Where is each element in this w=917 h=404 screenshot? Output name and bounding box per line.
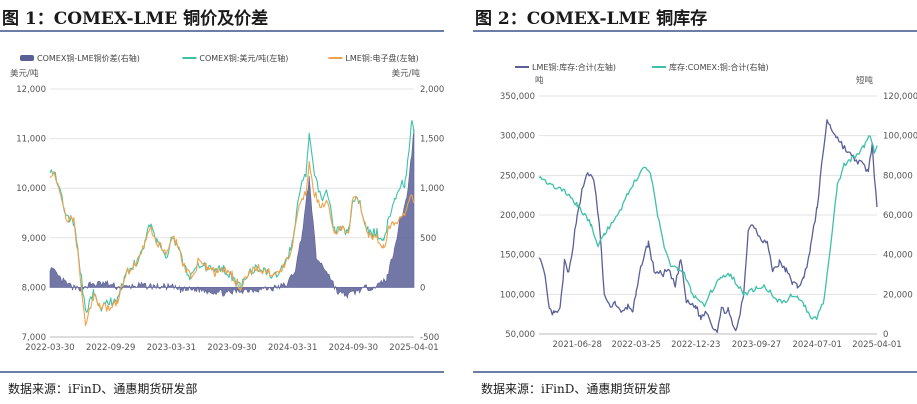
y-unit-left: 美元/吨 [10,68,39,79]
y-tick-left: 11,000 [16,135,46,145]
x-tick: 2021-06-28 [553,340,602,350]
x-tick: 2025-04-01 [852,340,901,350]
series-area [49,128,415,300]
y-tick-right: 500 [420,234,436,244]
x-tick: 2022-09-29 [86,343,135,352]
y-tick-left: 8,000 [22,283,46,293]
y-tick-right: 40,000 [883,251,913,261]
legend-swatch [20,55,34,61]
y-tick-left: 250,000 [500,171,535,181]
x-tick: 2022-12-23 [671,340,720,350]
y-tick-left: 12,000 [16,85,46,95]
y-tick-right: 80,000 [883,171,913,181]
x-tick: 2023-09-30 [207,343,256,352]
y-tick-left: 300,000 [500,132,535,142]
legend-label: COMEX铜:美元/吨(左轴) [199,53,288,63]
x-tick: 2022-03-25 [611,340,660,350]
series-line [49,161,415,327]
legend-label: COMEX铜-LME铜价差(右轴) [37,53,140,63]
x-tick: 2024-07-01 [792,340,841,350]
y-tick-left: 200,000 [500,211,535,221]
y-tick-left: 150,000 [500,251,535,261]
chart-2-plot: 50,000 100,000 150,000 200,000 250,000 300,00… [500,62,917,350]
y-tick-right: 20,000 [883,290,913,300]
y-unit-right: 美元/吨 [392,68,421,79]
x-tick: 2024-03-31 [268,343,317,352]
chart-title: 图 1：COMEX-LME 铜价及价差 [2,9,269,29]
y-tick-left: 100,000 [500,290,535,300]
x-tick: 2023-09-27 [732,340,781,350]
chart-title: 图 2：COMEX-LME 铜库存 [475,9,708,29]
y-tick-left: 350,000 [500,92,535,102]
x-tick: 2025-04-01 [389,343,438,352]
source-rule [473,371,917,373]
y-tick-right: 0 [883,330,888,340]
y-tick-left: 7,000 [22,333,46,343]
y-unit-right: 短吨 [856,75,874,86]
x-tick: 2023-03-31 [147,343,196,352]
y-tick-left: 10,000 [16,184,46,194]
series-line [538,135,878,321]
y-tick-right: 2,000 [420,85,444,95]
y-unit-left: 吨 [535,75,544,86]
x-tick: 2024-09-30 [329,343,378,352]
title-rule [473,30,917,32]
y-tick-right: 60,000 [883,211,913,221]
title-rule [0,30,444,32]
x-tick: 2022-03-30 [25,343,74,352]
legend-label: LME铜:库存:合计(左轴) [532,62,616,72]
y-tick-right: 0 [420,283,425,293]
y-tick-right: 120,000 [883,92,917,102]
series-line [538,119,878,334]
legend-label: 库存:COMEX:铜:合计(右轴) [669,62,769,72]
y-tick-right: -500 [420,333,439,343]
source-note: 数据来源：iFinD、通惠期货研发部 [481,382,671,396]
chart-panel-2: 图 2：COMEX-LME 铜库存 50,000 100,000 150,000 20… [473,0,917,404]
legend-label: LME铜:电子盘(左轴) [345,53,418,63]
y-tick-left: 9,000 [22,234,46,244]
source-note: 数据来源：iFinD、通惠期货研发部 [8,382,198,396]
y-tick-right: 100,000 [883,132,917,142]
y-tick-right: 1,500 [420,135,444,145]
y-tick-right: 1,000 [420,184,444,194]
chart-panel-1: 图 1：COMEX-LME 铜价及价差 7,000 8,000 9,000 10,00… [0,0,444,404]
y-tick-left: 50,000 [505,330,535,340]
source-rule [0,371,444,373]
chart-1-plot: 7,000 8,000 9,000 10,000 11,000 12,000 -500 0 50… [10,53,444,352]
